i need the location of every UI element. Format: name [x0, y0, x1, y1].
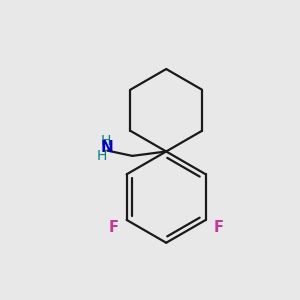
Text: F: F	[108, 220, 118, 235]
Text: N: N	[100, 140, 113, 155]
Text: H: H	[100, 134, 111, 148]
Text: F: F	[214, 220, 224, 235]
Text: H: H	[97, 149, 107, 163]
